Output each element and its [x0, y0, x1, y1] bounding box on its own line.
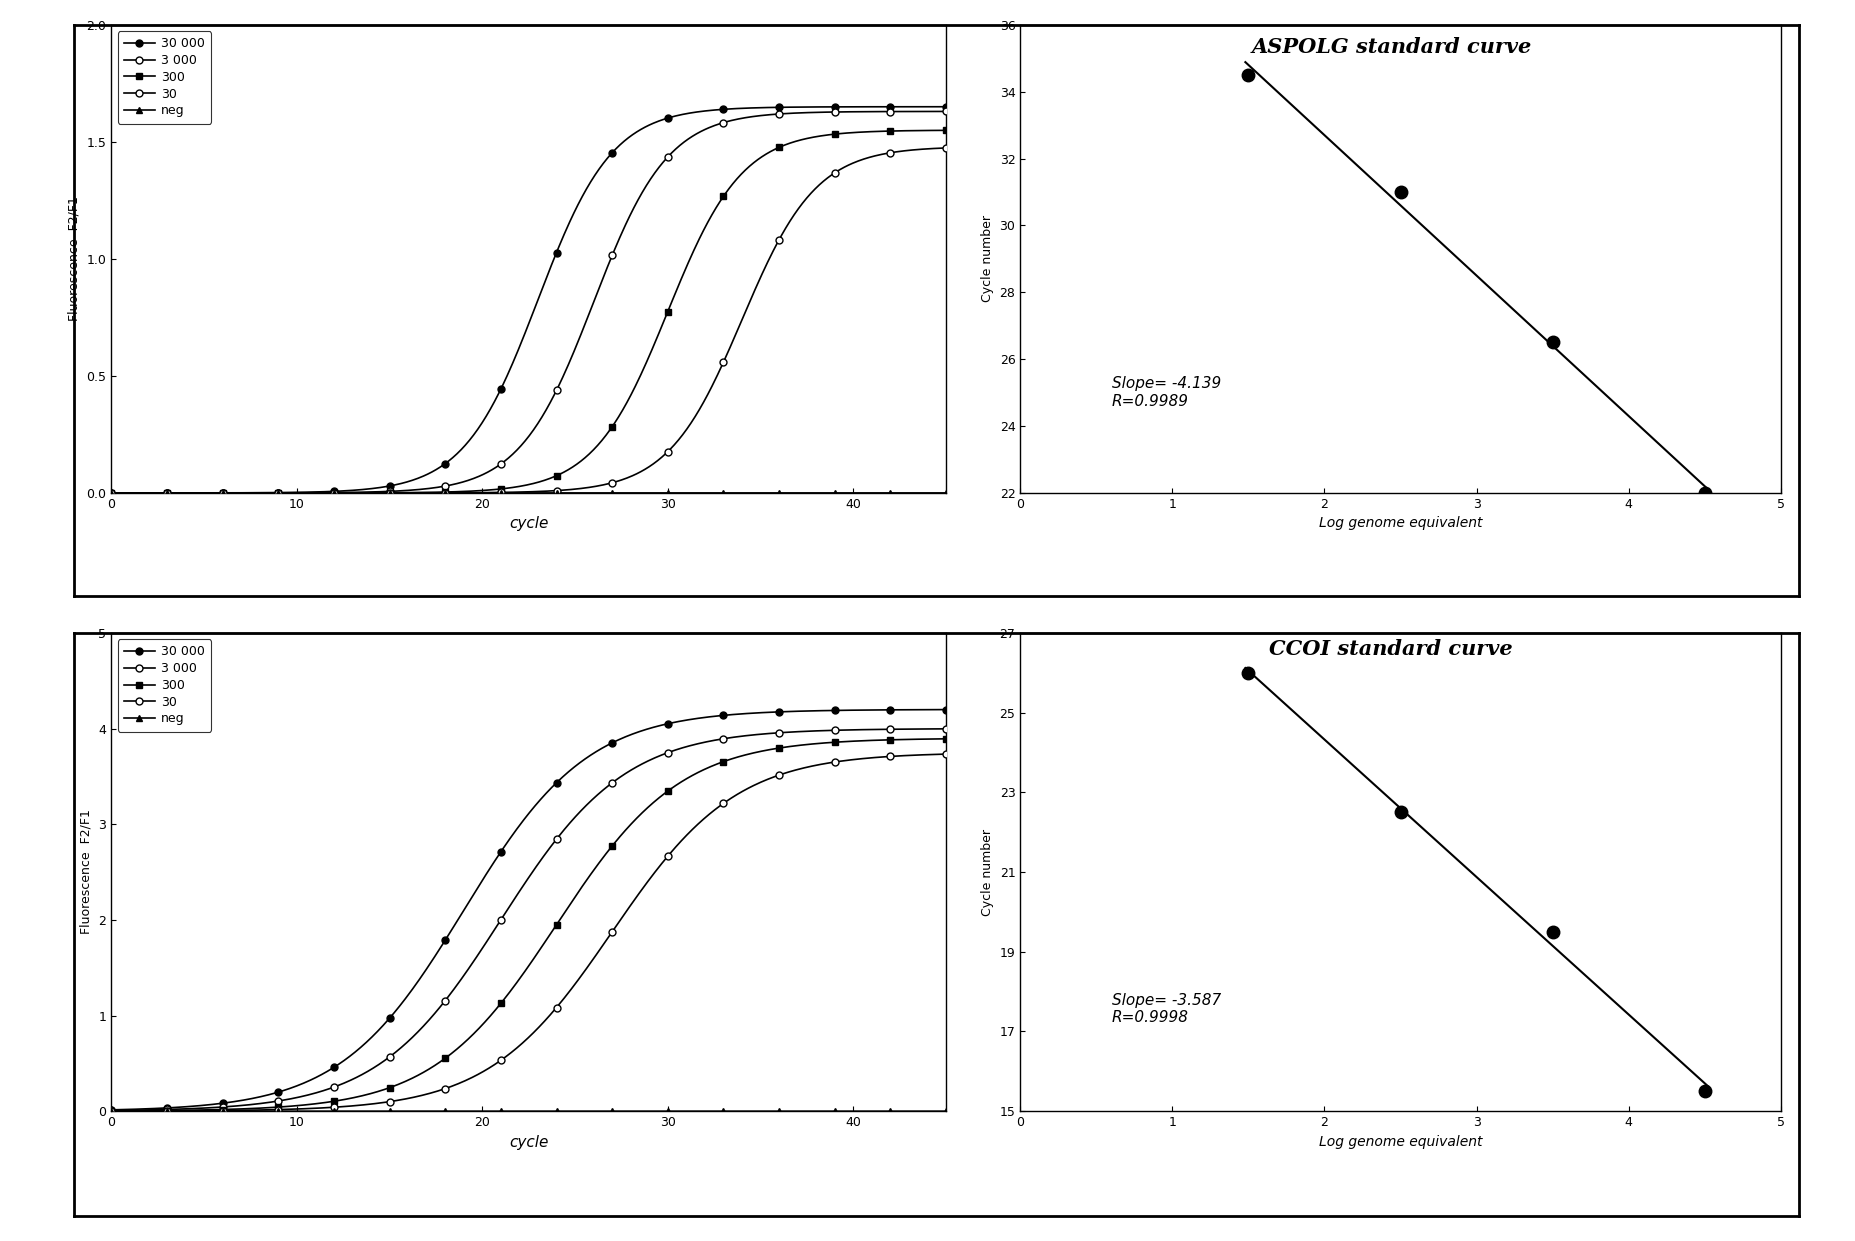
- Y-axis label: Fluorescence  F2/F1: Fluorescence F2/F1: [80, 809, 93, 934]
- Text: Slope= -4.139
R=0.9989: Slope= -4.139 R=0.9989: [1111, 376, 1221, 408]
- Y-axis label: Fluorescence  F2/F1: Fluorescence F2/F1: [69, 196, 82, 321]
- Text: Slope= -3.587
R=0.9998: Slope= -3.587 R=0.9998: [1111, 993, 1221, 1025]
- Text: CCOI standard curve: CCOI standard curve: [1269, 639, 1514, 659]
- X-axis label: Log genome equivalent: Log genome equivalent: [1319, 516, 1482, 530]
- Text: ASPOLG standard curve: ASPOLG standard curve: [1250, 37, 1532, 57]
- Y-axis label: Cycle number: Cycle number: [981, 216, 994, 303]
- X-axis label: cycle: cycle: [508, 516, 549, 531]
- X-axis label: cycle: cycle: [508, 1134, 549, 1149]
- X-axis label: Log genome equivalent: Log genome equivalent: [1319, 1134, 1482, 1149]
- Legend: 30 000, 3 000, 300, 30, neg: 30 000, 3 000, 300, 30, neg: [117, 31, 211, 124]
- Y-axis label: Cycle number: Cycle number: [981, 829, 994, 916]
- Legend: 30 000, 3 000, 300, 30, neg: 30 000, 3 000, 300, 30, neg: [117, 639, 211, 732]
